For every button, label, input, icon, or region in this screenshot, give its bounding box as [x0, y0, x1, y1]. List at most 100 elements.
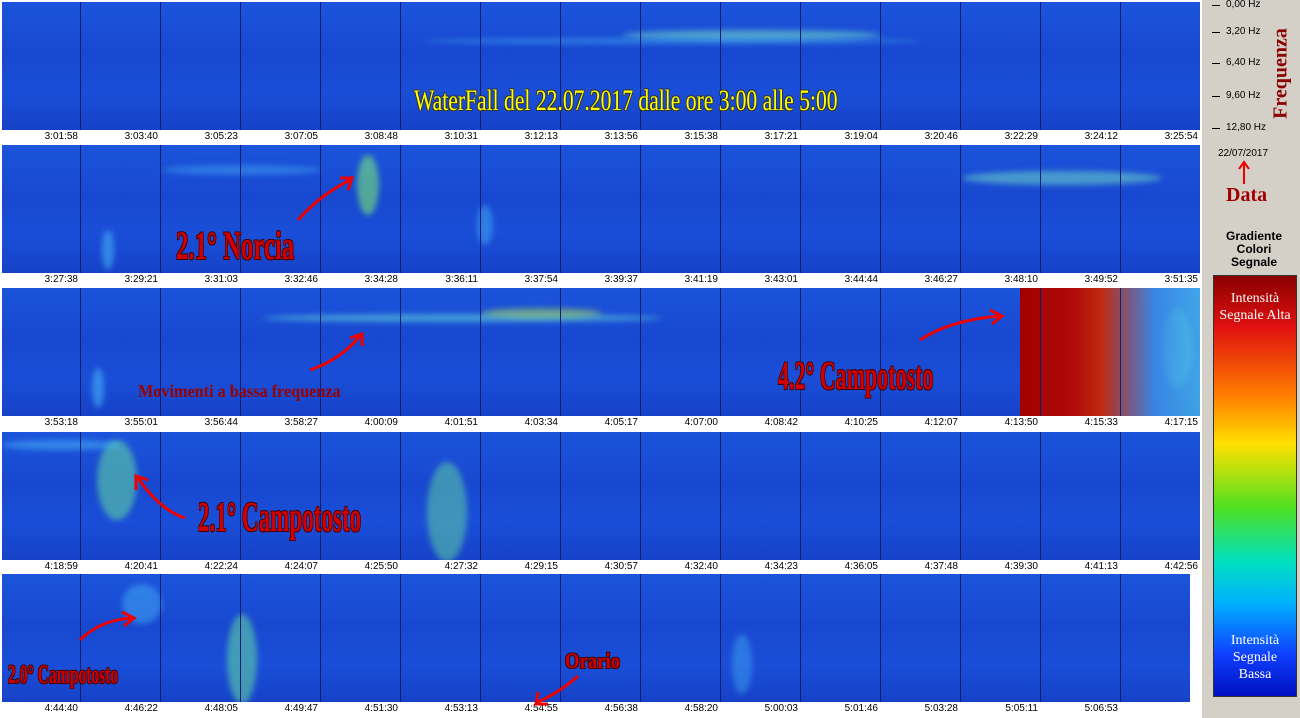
time-label: 5:05:11 — [1005, 703, 1038, 714]
column-divider — [800, 574, 801, 702]
time-label: 4:42:56 — [1164, 561, 1198, 572]
column-divider — [640, 145, 641, 273]
tick-mark — [1212, 63, 1220, 64]
color-gradient — [1213, 275, 1297, 697]
column-divider — [240, 432, 241, 560]
tick-mark — [1212, 96, 1220, 97]
column-divider — [640, 432, 641, 560]
column-divider — [960, 288, 961, 416]
signal — [102, 230, 114, 270]
column-divider — [1040, 288, 1041, 416]
time-label: 4:10:25 — [844, 417, 878, 428]
column-divider — [80, 145, 81, 273]
signal — [262, 314, 662, 322]
column-divider — [160, 432, 161, 560]
time-label: 3:13:56 — [604, 131, 638, 142]
column-divider — [1120, 288, 1121, 416]
signal — [357, 155, 379, 215]
time-label: 4:39:30 — [1004, 561, 1038, 572]
time-label: 3:31:03 — [204, 274, 238, 285]
spectrogram-panel — [2, 2, 1200, 130]
column-divider — [1040, 2, 1041, 130]
column-divider — [1040, 145, 1041, 273]
time-label: 4:12:07 — [924, 417, 958, 428]
time-label: 5:00:03 — [764, 703, 798, 714]
time-label: 3:53:18 — [44, 417, 78, 428]
column-divider — [400, 432, 401, 560]
column-divider — [960, 574, 961, 702]
column-divider — [640, 574, 641, 702]
column-divider — [320, 145, 321, 273]
time-label: 3:07:05 — [284, 131, 318, 142]
time-label: 4:49:47 — [284, 703, 318, 714]
time-label: 3:39:37 — [604, 274, 638, 285]
time-label: 4:53:13 — [444, 703, 478, 714]
column-divider — [560, 432, 561, 560]
column-divider — [160, 2, 161, 130]
time-label: 3:34:28 — [364, 274, 398, 285]
annotation: 4.2° Campotosto — [778, 353, 934, 398]
legend-high: Intensità Segnale Alta — [1219, 291, 1291, 323]
signal — [422, 38, 922, 44]
column-divider — [480, 145, 481, 273]
time-label: 4:05:17 — [604, 417, 638, 428]
time-label: 4:01:51 — [444, 417, 478, 428]
time-label: 4:03:34 — [524, 417, 558, 428]
column-divider — [960, 432, 961, 560]
column-divider — [240, 574, 241, 702]
time-label: 5:06:53 — [1084, 703, 1118, 714]
column-divider — [1040, 574, 1041, 702]
time-label: 4:27:32 — [444, 561, 478, 572]
column-divider — [80, 432, 81, 560]
time-label: 4:34:23 — [764, 561, 798, 572]
column-divider — [960, 145, 961, 273]
frequency-title: Frequenza — [1269, 28, 1292, 119]
time-label: 4:07:00 — [684, 417, 718, 428]
column-divider — [880, 288, 881, 416]
time-strip: 4:44:40 4:46:22 4:48:05 4:49:47 4:51:30 4:53:… — [2, 702, 1190, 716]
time-label: 4:54:55 — [524, 703, 558, 714]
time-label: 3:32:46 — [284, 274, 318, 285]
time-label: 4:51:30 — [364, 703, 398, 714]
time-label: 3:17:21 — [764, 131, 798, 142]
time-label: 4:36:05 — [844, 561, 878, 572]
saturated-signal — [1020, 288, 1200, 416]
time-label: 4:32:40 — [684, 561, 718, 572]
time-strip: 4:18:59 4:20:41 4:22:24 4:24:07 4:25:50 4:27:… — [2, 560, 1200, 574]
time-label: 4:44:40 — [44, 703, 78, 714]
column-divider — [160, 574, 161, 702]
annotation: 2.0° Campotosto — [8, 660, 119, 689]
time-label: 3:12:13 — [524, 131, 558, 142]
time-label: 3:56:44 — [204, 417, 238, 428]
time-label: 3:51:35 — [1164, 274, 1198, 285]
column-divider — [480, 432, 481, 560]
date-arrow — [1238, 160, 1250, 184]
column-divider — [560, 288, 561, 416]
time-label: 3:08:48 — [364, 131, 398, 142]
column-divider — [560, 574, 561, 702]
column-divider — [480, 2, 481, 130]
spectrogram-panel — [2, 432, 1200, 560]
time-label: 4:08:42 — [764, 417, 798, 428]
time-label: 3:03:40 — [124, 131, 158, 142]
column-divider — [160, 288, 161, 416]
signal — [962, 171, 1162, 185]
time-strip: 3:01:58 3:03:40 3:05:23 3:07:05 3:08:48 3:10:… — [2, 130, 1200, 144]
time-label: 3:46:27 — [924, 274, 958, 285]
time-label: 3:49:52 — [1084, 274, 1118, 285]
column-divider — [800, 432, 801, 560]
signal — [162, 165, 322, 175]
column-divider — [800, 145, 801, 273]
time-label: 3:36:11 — [445, 274, 478, 285]
time-strip: 3:27:38 3:29:21 3:31:03 3:32:46 3:34:28 3:36:… — [2, 273, 1200, 287]
column-divider — [400, 574, 401, 702]
column-divider — [1120, 145, 1121, 273]
frequency-tick: 9,60 Hz — [1226, 90, 1261, 101]
time-label: 3:20:46 — [924, 131, 958, 142]
annotation: 2.1° Campotosto — [198, 495, 362, 541]
column-divider — [640, 288, 641, 416]
column-divider — [720, 432, 721, 560]
time-label: 4:13:50 — [1004, 417, 1038, 428]
time-label: 3:19:04 — [844, 131, 878, 142]
